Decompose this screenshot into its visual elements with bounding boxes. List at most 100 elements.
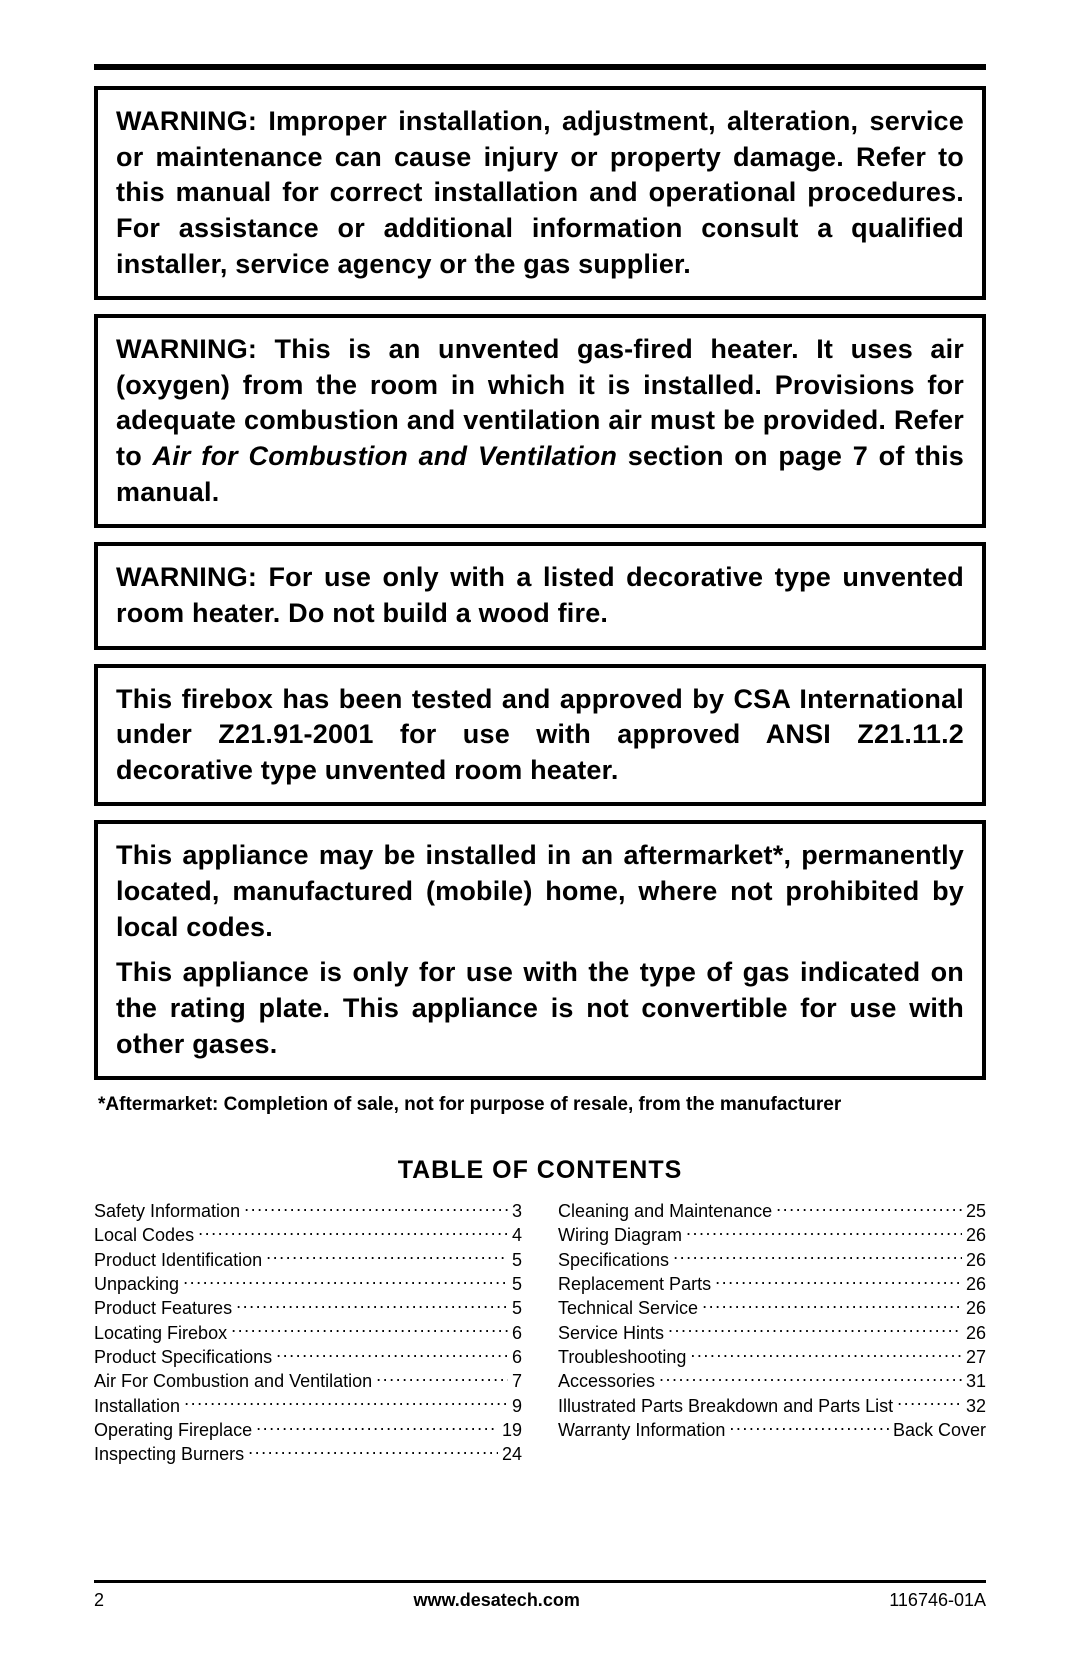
toc-page: 32 — [966, 1394, 986, 1418]
toc-label: Service Hints — [558, 1321, 664, 1345]
toc-row: Illustrated Parts Breakdown and Parts Li… — [558, 1394, 986, 1418]
toc-dots — [248, 1442, 498, 1460]
warning-text: WARNING: Improper installation, adjustme… — [116, 104, 964, 282]
toc-dots — [690, 1345, 962, 1363]
footer-page-number: 2 — [94, 1590, 104, 1611]
toc-page: 19 — [502, 1418, 522, 1442]
toc-dots — [266, 1248, 508, 1266]
toc-page: 26 — [966, 1272, 986, 1296]
toc-page: 24 — [502, 1442, 522, 1466]
footer-doc-id: 116746-01A — [889, 1590, 986, 1611]
toc-page: 6 — [512, 1321, 522, 1345]
toc-dots — [198, 1223, 508, 1241]
bottom-rule — [94, 1580, 986, 1583]
warning-text: This appliance may be installed in an af… — [116, 838, 964, 945]
warning-box: WARNING: Improper installation, adjustme… — [94, 86, 986, 300]
toc-page: 5 — [512, 1272, 522, 1296]
toc-dots — [686, 1223, 962, 1241]
toc-page: 7 — [512, 1369, 522, 1393]
toc-dots — [256, 1418, 498, 1436]
toc-title: TABLE OF CONTENTS — [94, 1156, 986, 1185]
toc-label: Wiring Diagram — [558, 1223, 682, 1247]
warning-text: WARNING: For use only with a listed deco… — [116, 560, 964, 631]
toc-label: Air For Combustion and Ventilation — [94, 1369, 372, 1393]
toc-label: Product Specifications — [94, 1345, 272, 1369]
toc-row: Product Specifications 6 — [94, 1345, 522, 1369]
toc-dots — [376, 1369, 508, 1387]
warning-box: WARNING: This is an unvented gas-fired h… — [94, 314, 986, 528]
toc-dots — [776, 1199, 962, 1217]
toc-page: 3 — [512, 1199, 522, 1223]
toc-row: Technical Service 26 — [558, 1296, 986, 1320]
toc-row: Local Codes 4 — [94, 1223, 522, 1247]
toc-page: 9 — [512, 1394, 522, 1418]
toc-page: 26 — [966, 1321, 986, 1345]
toc-label: Product Features — [94, 1296, 232, 1320]
toc-row: Air For Combustion and Ventilation 7 — [94, 1369, 522, 1393]
toc-label: Replacement Parts — [558, 1272, 711, 1296]
toc-page: 5 — [512, 1248, 522, 1272]
toc-label: Warranty Information — [558, 1418, 725, 1442]
warning-text: WARNING: This is an unvented gas-fired h… — [116, 332, 964, 510]
toc-row: Cleaning and Maintenance 25 — [558, 1199, 986, 1223]
toc-dots — [236, 1296, 508, 1314]
toc-page: 26 — [966, 1296, 986, 1320]
toc-row: Product Features 5 — [94, 1296, 522, 1320]
warning-box: This appliance may be installed in an af… — [94, 820, 986, 1080]
toc-dots — [659, 1369, 962, 1387]
toc-dots — [183, 1272, 508, 1290]
toc-row: Accessories 31 — [558, 1369, 986, 1393]
toc-row: Service Hints 26 — [558, 1321, 986, 1345]
toc-label: Unpacking — [94, 1272, 179, 1296]
toc-dots — [276, 1345, 508, 1363]
warning-text: This firebox has been tested and approve… — [116, 682, 964, 789]
toc-row: Wiring Diagram 26 — [558, 1223, 986, 1247]
toc-page: 25 — [966, 1199, 986, 1223]
toc-row: Specifications 26 — [558, 1248, 986, 1272]
toc-row: Troubleshooting27 — [558, 1345, 986, 1369]
toc-page: 4 — [512, 1223, 522, 1247]
toc-dots — [715, 1272, 962, 1290]
toc-dots — [729, 1418, 889, 1436]
toc-label: Inspecting Burners — [94, 1442, 244, 1466]
toc-dots — [897, 1394, 962, 1412]
toc-label: Local Codes — [94, 1223, 194, 1247]
footer: 2 www.desatech.com 116746-01A — [94, 1590, 986, 1611]
toc-row: Replacement Parts 26 — [558, 1272, 986, 1296]
toc-row: Installation 9 — [94, 1394, 522, 1418]
toc-label: Troubleshooting — [558, 1345, 686, 1369]
toc-page: 6 — [512, 1345, 522, 1369]
toc-dots — [184, 1394, 508, 1412]
toc-dots — [673, 1248, 962, 1266]
toc-dots — [668, 1321, 962, 1339]
toc-page: 26 — [966, 1248, 986, 1272]
toc-label: Product Identification — [94, 1248, 262, 1272]
toc-row: Inspecting Burners 24 — [94, 1442, 522, 1466]
toc-page: 31 — [966, 1369, 986, 1393]
toc-label: Illustrated Parts Breakdown and Parts Li… — [558, 1394, 893, 1418]
warnings-container: WARNING: Improper installation, adjustme… — [94, 86, 986, 1080]
toc-row: Product Identification 5 — [94, 1248, 522, 1272]
toc-label: Operating Fireplace — [94, 1418, 252, 1442]
toc-label: Technical Service — [558, 1296, 698, 1320]
toc-dots — [231, 1321, 508, 1339]
toc-label: Accessories — [558, 1369, 655, 1393]
footer-url: www.desatech.com — [413, 1590, 579, 1611]
toc-row: Locating Firebox 6 — [94, 1321, 522, 1345]
toc-label: Locating Firebox — [94, 1321, 227, 1345]
toc-label: Installation — [94, 1394, 180, 1418]
warning-box: WARNING: For use only with a listed deco… — [94, 542, 986, 649]
toc-page: 5 — [512, 1296, 522, 1320]
toc-label: Specifications — [558, 1248, 669, 1272]
toc-column-right: Cleaning and Maintenance25Wiring Diagram… — [558, 1199, 986, 1466]
toc-column-left: Safety Information3Local Codes4Product I… — [94, 1199, 522, 1466]
toc-row: Safety Information3 — [94, 1199, 522, 1223]
toc-page: Back Cover — [893, 1418, 986, 1442]
top-rule — [94, 64, 986, 70]
toc-page: 26 — [966, 1223, 986, 1247]
warning-box: This firebox has been tested and approve… — [94, 664, 986, 807]
aftermarket-footnote: *Aftermarket: Completion of sale, not fo… — [98, 1094, 986, 1116]
toc-label: Cleaning and Maintenance — [558, 1199, 772, 1223]
warning-text: This appliance is only for use with the … — [116, 955, 964, 1062]
toc-container: Safety Information3Local Codes4Product I… — [94, 1199, 986, 1466]
